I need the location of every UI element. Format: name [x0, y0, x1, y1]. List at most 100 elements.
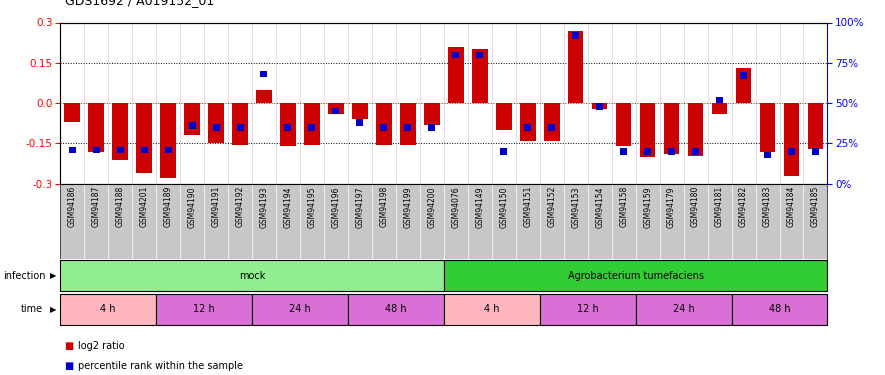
Text: log2 ratio: log2 ratio: [78, 340, 125, 351]
Bar: [400, 103, 416, 145]
Text: ▶: ▶: [50, 305, 56, 314]
Text: 24 h: 24 h: [673, 304, 695, 314]
Text: GSM94201: GSM94201: [140, 186, 149, 227]
Bar: [808, 103, 823, 149]
Bar: [65, 103, 80, 122]
Bar: [376, 103, 392, 145]
Bar: [309, 124, 315, 130]
Bar: [60, 294, 156, 324]
Bar: [472, 50, 488, 103]
Text: GSM94197: GSM94197: [356, 186, 365, 228]
Bar: [592, 103, 607, 108]
Text: GSM94192: GSM94192: [235, 186, 244, 227]
Bar: [544, 103, 559, 141]
Text: 24 h: 24 h: [289, 304, 311, 314]
Bar: [236, 124, 243, 130]
Text: GSM94154: GSM94154: [596, 186, 604, 228]
Bar: [573, 32, 579, 39]
Bar: [444, 294, 540, 324]
Bar: [93, 147, 100, 153]
Bar: [404, 124, 412, 130]
Text: 4 h: 4 h: [100, 304, 116, 314]
Text: GSM94182: GSM94182: [739, 186, 748, 227]
Text: Agrobacterium tumefaciens: Agrobacterium tumefaciens: [567, 271, 704, 280]
Bar: [428, 124, 435, 130]
Text: ■: ■: [65, 361, 73, 371]
Bar: [540, 294, 635, 324]
Bar: [644, 148, 651, 155]
Bar: [117, 147, 124, 153]
Bar: [260, 71, 267, 77]
Bar: [616, 103, 632, 146]
Bar: [69, 147, 76, 153]
Text: GSM94158: GSM94158: [620, 186, 628, 227]
Text: GSM94151: GSM94151: [523, 186, 532, 227]
Bar: [596, 103, 604, 110]
Bar: [141, 147, 148, 153]
Bar: [759, 103, 775, 152]
Text: GSM94194: GSM94194: [283, 186, 292, 228]
Text: GSM94076: GSM94076: [451, 186, 460, 228]
Bar: [357, 119, 364, 126]
Bar: [740, 72, 747, 79]
Bar: [424, 103, 440, 125]
Bar: [764, 152, 771, 158]
Bar: [281, 103, 296, 146]
Bar: [160, 103, 176, 178]
Bar: [716, 97, 723, 103]
Bar: [112, 103, 128, 160]
Text: infection: infection: [3, 271, 45, 280]
Bar: [256, 90, 272, 103]
Text: mock: mock: [239, 271, 266, 280]
Text: GSM94187: GSM94187: [92, 186, 101, 227]
Text: GSM94150: GSM94150: [499, 186, 508, 228]
Text: GSM94191: GSM94191: [212, 186, 220, 227]
Bar: [784, 103, 799, 176]
Text: GSM94183: GSM94183: [763, 186, 772, 227]
Bar: [476, 51, 483, 58]
Bar: [664, 103, 680, 154]
Bar: [500, 148, 507, 155]
Text: GSM94198: GSM94198: [380, 186, 389, 227]
Bar: [352, 103, 367, 119]
Text: GSM94181: GSM94181: [715, 186, 724, 227]
Bar: [184, 103, 200, 135]
Text: 12 h: 12 h: [193, 304, 215, 314]
Bar: [452, 51, 459, 58]
Text: GSM94180: GSM94180: [691, 186, 700, 227]
Bar: [156, 294, 252, 324]
Bar: [524, 124, 531, 130]
Bar: [788, 148, 795, 155]
Bar: [812, 148, 819, 155]
Text: 4 h: 4 h: [484, 304, 499, 314]
Bar: [60, 260, 444, 291]
Text: time: time: [20, 304, 42, 314]
Text: GSM94185: GSM94185: [811, 186, 820, 227]
Text: GSM94186: GSM94186: [67, 186, 77, 227]
Bar: [381, 124, 388, 130]
Bar: [620, 148, 627, 155]
Bar: [688, 103, 704, 156]
Bar: [635, 294, 732, 324]
Text: GSM94179: GSM94179: [667, 186, 676, 228]
Bar: [448, 47, 464, 103]
Text: GSM94184: GSM94184: [787, 186, 796, 227]
Text: GSM94153: GSM94153: [571, 186, 581, 228]
Bar: [284, 124, 291, 130]
Text: GSM94200: GSM94200: [427, 186, 436, 228]
Text: GSM94149: GSM94149: [475, 186, 484, 228]
Bar: [208, 103, 224, 144]
Text: GSM94188: GSM94188: [116, 186, 125, 227]
Bar: [732, 294, 827, 324]
Text: GSM94193: GSM94193: [259, 186, 268, 228]
Text: GSM94152: GSM94152: [547, 186, 557, 227]
Text: GSM94189: GSM94189: [164, 186, 173, 227]
Text: percentile rank within the sample: percentile rank within the sample: [78, 361, 242, 371]
Bar: [692, 148, 699, 155]
Bar: [348, 294, 444, 324]
Bar: [444, 260, 827, 291]
Text: GSM94199: GSM94199: [404, 186, 412, 228]
Bar: [189, 123, 196, 129]
Bar: [520, 103, 535, 141]
Bar: [136, 103, 152, 173]
